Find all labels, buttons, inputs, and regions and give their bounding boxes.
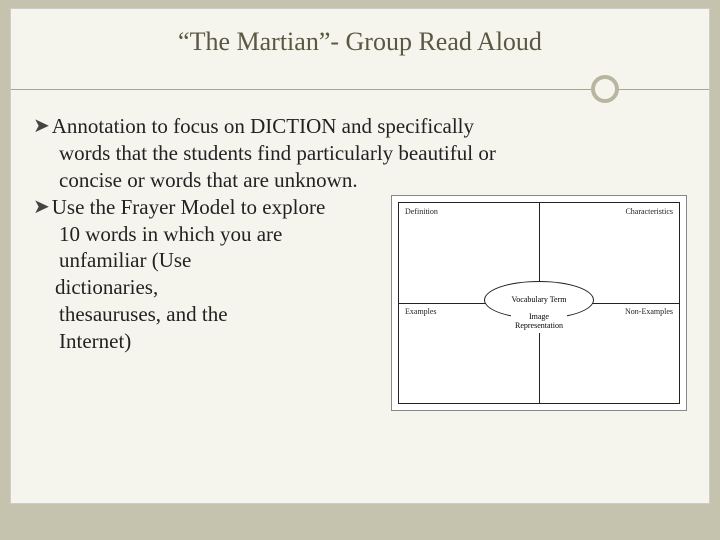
slide: “The Martian”- Group Read Aloud ➤ Annota… bbox=[10, 8, 710, 504]
page-title: “The Martian”- Group Read Aloud bbox=[11, 9, 709, 57]
bullet-icon: ➤ bbox=[33, 194, 50, 220]
lower-area: 10 words in which you are unfamiliar (Us… bbox=[11, 221, 709, 355]
frayer-image-rep-label: ImageRepresentation bbox=[511, 311, 567, 333]
bullet-text: Annotation to focus on DICTION and speci… bbox=[52, 113, 681, 140]
bullet-icon: ➤ bbox=[33, 113, 50, 139]
rule-circle-icon bbox=[591, 75, 619, 103]
bullet-item: ➤ Annotation to focus on DICTION and spe… bbox=[33, 113, 681, 140]
bullet-continuation: words that the students find particularl… bbox=[59, 140, 681, 167]
frayer-model-diagram: Definition Characteristics Examples Non-… bbox=[391, 195, 687, 411]
title-rule bbox=[11, 75, 709, 105]
bullet-continuation: concise or words that are unknown. bbox=[59, 167, 681, 194]
